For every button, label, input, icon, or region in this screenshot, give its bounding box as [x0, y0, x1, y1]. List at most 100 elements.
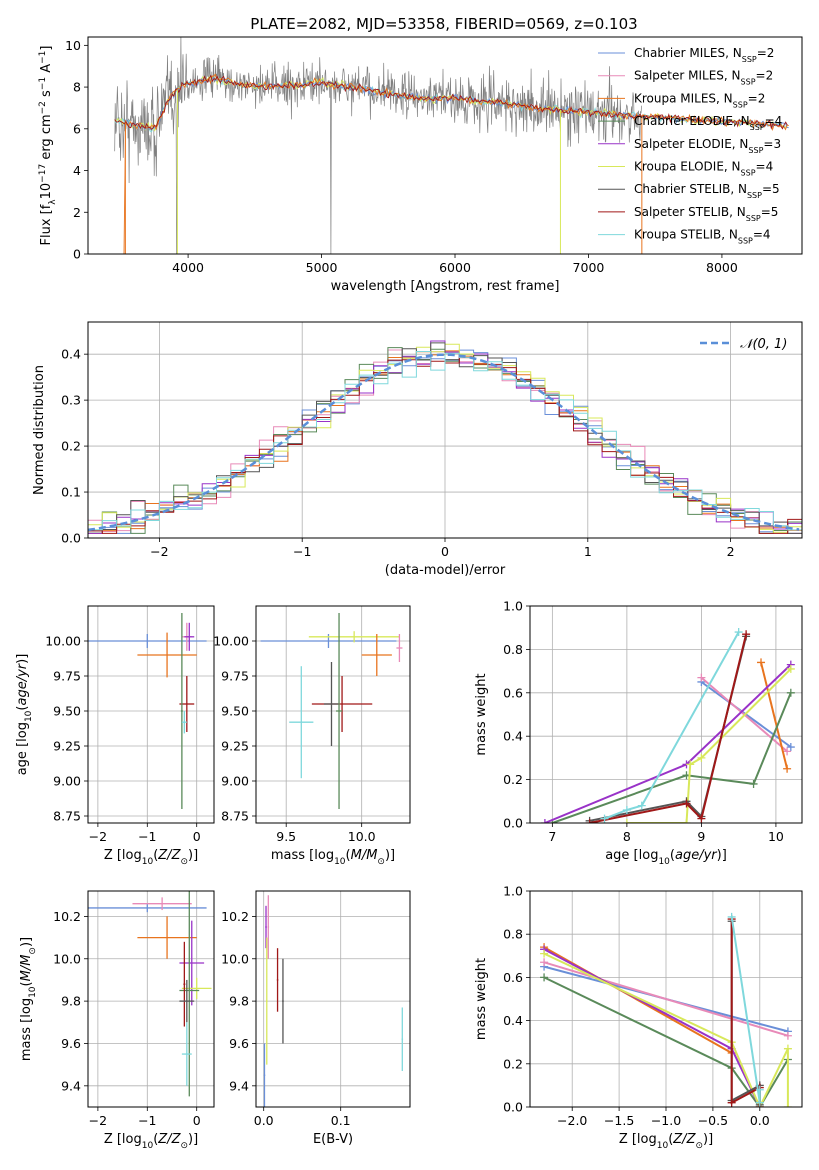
y-tick-label: 0.2 [503, 1056, 523, 1071]
y-axis-label: Normed distribution [32, 365, 47, 495]
legend-label-chabrier_elodie: Chabrier ELODIE, NSSP=4 [634, 114, 782, 132]
panel-spectrum: 4000 5000 6000 7000 8000 0 2 4 6 8 10 wavelength [A… [38, 36, 803, 294]
label-part: ( [15, 706, 30, 711]
label-part: −2 [38, 101, 48, 114]
y-tick-label: 10 [65, 38, 81, 53]
panel-residuals: −2 −1 0 1 2 0.0 0.1 0.2 0.3 0.4 (data-model)/error… [32, 321, 803, 578]
y-tick-label: 0.1 [61, 485, 81, 500]
axes-frame [87, 605, 215, 824]
label-part: 10 [658, 857, 670, 867]
y-tick-label: 10.0 [53, 951, 81, 966]
y-tick-label: 8 [73, 80, 81, 95]
y-tick-label: 9.6 [61, 1036, 81, 1051]
x-tick-label: 7000 [573, 260, 605, 275]
point-marker-salpeter_miles [540, 958, 549, 967]
label-part: ⊙ [180, 857, 188, 867]
legend-prefix: Chabrier ELODIE, N [634, 114, 750, 128]
series-line-salpeter_elodie [544, 663, 792, 823]
label-part: Flux [f [39, 204, 54, 245]
y-tick-label: 9.6 [229, 1036, 249, 1051]
legend-subscript: SSP [746, 213, 761, 222]
legend-label-chabrier_stelib: Chabrier STELIB, NSSP=5 [634, 182, 780, 200]
label-part: )] [188, 848, 198, 863]
y-tick-label: 0.6 [503, 685, 523, 700]
point-marker-salpeter_stelib [682, 799, 691, 808]
normal-curve [88, 353, 800, 532]
series-line-kroupa_elodie [626, 668, 792, 823]
label-part: Z [log [104, 848, 142, 863]
axes-frame [529, 890, 803, 1108]
label-part: Z/Z [672, 1132, 696, 1147]
x-tick-label: 10 [768, 829, 784, 844]
data-spectrum-line [114, 37, 642, 254]
plot-area-residuals [88, 340, 802, 534]
label-part: mass weight [474, 958, 489, 1040]
x-axis-label: mass [log10(M/M⊙)] [271, 848, 395, 867]
x-axis-label: age [log10(age/yr)] [605, 848, 727, 867]
point-marker-kroupa_elodie [783, 1103, 792, 1107]
axes-frame [87, 36, 803, 255]
point-marker-salpeter_miles [783, 747, 792, 756]
legend-label-kroupa_elodie: Kroupa ELODIE, NSSP=4 [634, 160, 773, 178]
legend-subscript: SSP [748, 145, 763, 154]
x-tick-label: −2 [89, 1113, 107, 1128]
legend-prefix: Chabrier MILES, N [634, 46, 742, 60]
label-part: )] [19, 937, 34, 947]
label-part: 10 [657, 1141, 669, 1151]
histogram-chabrier_stelib [88, 342, 802, 534]
label-part: M/M [19, 955, 34, 982]
y-tick-label: 9.75 [221, 669, 249, 684]
label-part: mass [log [19, 998, 34, 1061]
plot-area-weight_vs_age [540, 628, 795, 823]
legend-subscript: SSP [741, 77, 756, 86]
x-tick-label: 9.5 [276, 829, 296, 844]
label-part: age/yr [675, 848, 718, 863]
plot-area-mass_vs_ebv [263, 895, 404, 1107]
point-marker-kroupa_elodie [540, 949, 549, 958]
legend-prefix: Kroupa ELODIE, N [634, 160, 741, 174]
label-part: ⊙ [28, 947, 38, 955]
x-tick-label: 0.1 [331, 1113, 351, 1128]
x-tick-label: 7 [548, 829, 556, 844]
label-part: ( [19, 981, 34, 986]
legend-subscript: SSP [742, 55, 757, 64]
y-tick-label: 4 [73, 163, 81, 178]
y-tick-label: 0.2 [503, 772, 523, 787]
axes-frame [87, 890, 215, 1108]
label-part: −1 [38, 77, 48, 90]
x-tick-label: −1 [138, 1113, 156, 1128]
plot-area-spectrum [114, 37, 789, 254]
label-part: 10 [39, 183, 54, 200]
y-axis-label: mass [log10(M/M⊙)] [19, 937, 38, 1061]
x-tick-label: 9 [697, 829, 705, 844]
y-tick-label: 1.0 [503, 599, 523, 614]
figure-title: PLATE=2082, MJD=53358, FIBERID=0569, z=0… [250, 15, 637, 33]
x-axis-label: E(B-V) [313, 1132, 353, 1147]
y-tick-label: 10.2 [53, 909, 81, 924]
series-line-kroupa_elodie [543, 952, 789, 1107]
point-marker-kroupa_stelib [734, 628, 743, 637]
y-axis-label: age [log10(age/yr)] [15, 654, 34, 776]
label-part: (data-model)/error [385, 563, 506, 578]
label-part: ⊙ [695, 1141, 703, 1151]
x-tick-label: 4000 [172, 260, 204, 275]
point-marker-kroupa_miles [757, 658, 766, 667]
legend-subscript: SSP [750, 123, 765, 132]
y-tick-label: 0.6 [503, 970, 523, 985]
panel-age_vs_mass: 9.5 10.0 8.75 9.00 9.25 9.50 9.75 10.00 mass [lo… [213, 605, 411, 867]
label-part: )] [15, 654, 30, 664]
label-part: M/M [351, 848, 378, 863]
x-tick-label: 0 [441, 544, 449, 559]
y-tick-label: 9.25 [53, 739, 81, 754]
x-tick-label: 0 [193, 829, 201, 844]
label-part: s [39, 90, 54, 101]
point-marker-kroupa_elodie [686, 760, 695, 769]
y-tick-label: 9.4 [229, 1078, 249, 1093]
series-line-salpeter_stelib [589, 633, 748, 823]
x-tick-label: 0.0 [750, 1113, 770, 1128]
point-marker-salpeter_miles [697, 673, 706, 682]
legend-prefix: Salpeter MILES, N [634, 69, 741, 83]
legend-value: =3 [763, 137, 781, 151]
y-tick-label: 9.50 [221, 704, 249, 719]
y-tick-label: 9.4 [61, 1078, 81, 1093]
